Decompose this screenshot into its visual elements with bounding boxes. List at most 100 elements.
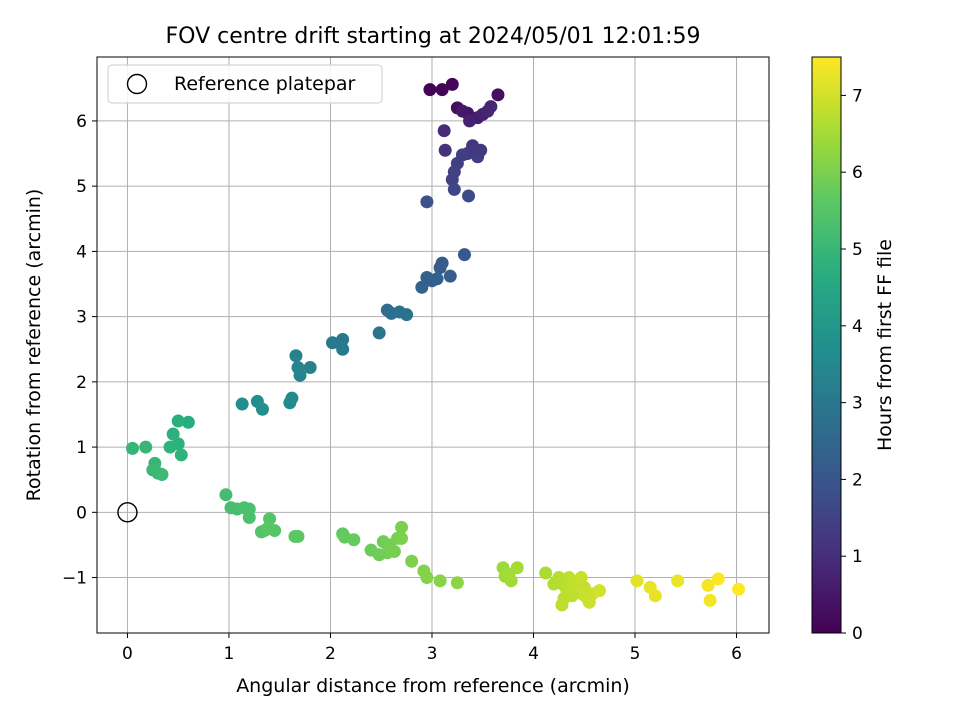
plot-area: 0 1 2 3 4 5 6 −1 0 1 2 3 4 5 6 bbox=[62, 56, 770, 664]
x-tick-label: 4 bbox=[528, 644, 539, 664]
data-point bbox=[420, 195, 434, 209]
y-axis-ticks: −1 0 1 2 3 4 5 6 bbox=[62, 112, 97, 589]
data-point bbox=[405, 554, 419, 568]
data-point bbox=[630, 574, 644, 588]
colorbar-tick-label: 7 bbox=[852, 86, 863, 106]
data-point bbox=[433, 261, 447, 275]
x-tick-label: 0 bbox=[122, 644, 133, 664]
data-point bbox=[435, 83, 449, 97]
data-point bbox=[171, 414, 185, 428]
data-point bbox=[484, 100, 498, 114]
data-point bbox=[703, 593, 717, 607]
data-point bbox=[445, 173, 459, 187]
data-point bbox=[420, 571, 434, 585]
data-point bbox=[235, 397, 249, 411]
data-point bbox=[255, 402, 269, 416]
y-tick-label: 1 bbox=[76, 438, 87, 458]
data-point bbox=[462, 189, 476, 203]
y-tick-label: 6 bbox=[76, 112, 87, 132]
data-point bbox=[430, 272, 444, 286]
x-tick-label: 5 bbox=[630, 644, 641, 664]
data-point bbox=[574, 571, 588, 585]
legend-open-circle-icon bbox=[126, 73, 148, 95]
x-tick-label: 1 bbox=[224, 644, 235, 664]
data-point bbox=[293, 368, 307, 382]
data-point bbox=[126, 441, 140, 455]
data-point bbox=[163, 440, 177, 454]
data-point bbox=[181, 415, 195, 429]
colorbar-tick-label: 2 bbox=[852, 470, 863, 490]
data-point bbox=[400, 308, 414, 322]
data-point bbox=[242, 511, 256, 525]
y-tick-label: 0 bbox=[76, 503, 87, 523]
data-point bbox=[474, 143, 488, 157]
y-tick-label: 4 bbox=[76, 242, 87, 262]
data-point bbox=[565, 589, 579, 603]
data-point bbox=[303, 361, 317, 375]
data-point bbox=[711, 572, 725, 586]
y-tick-label: 3 bbox=[76, 308, 87, 328]
data-point bbox=[283, 396, 297, 410]
x-tick-label: 6 bbox=[731, 644, 742, 664]
colorbar-label: Hours from first FF file bbox=[874, 239, 896, 451]
data-point bbox=[166, 427, 180, 441]
y-tick-label: 2 bbox=[76, 373, 87, 393]
plot-background bbox=[97, 57, 769, 633]
data-point bbox=[372, 326, 386, 340]
colorbar-tick-label: 1 bbox=[852, 547, 863, 567]
data-point bbox=[539, 566, 553, 580]
y-tick-label: 5 bbox=[76, 177, 87, 197]
y-tick-label: −1 bbox=[62, 569, 87, 589]
data-point bbox=[701, 578, 715, 592]
plot-frame bbox=[96, 56, 770, 634]
data-point bbox=[463, 114, 477, 128]
data-point bbox=[174, 448, 188, 462]
colorbar-frame bbox=[811, 56, 842, 634]
data-point bbox=[732, 582, 746, 596]
data-point bbox=[155, 467, 169, 481]
chart-title: FOV centre drift starting at 2024/05/01 … bbox=[166, 24, 701, 49]
colorbar-gradient bbox=[812, 57, 841, 633]
colorbar-ticks: 0 1 2 3 4 5 6 7 bbox=[841, 86, 863, 644]
data-point bbox=[447, 182, 461, 196]
data-point bbox=[491, 88, 505, 102]
x-tick-label: 3 bbox=[427, 644, 438, 664]
legend-label: Reference platepar bbox=[174, 73, 356, 95]
data-point bbox=[326, 336, 340, 350]
data-point bbox=[261, 522, 275, 536]
data-point bbox=[445, 77, 459, 91]
data-point bbox=[139, 440, 153, 454]
colorbar-tick-label: 0 bbox=[852, 624, 863, 644]
data-point bbox=[562, 571, 576, 585]
data-point bbox=[457, 248, 471, 262]
colorbar-tick-label: 3 bbox=[852, 394, 863, 414]
data-point bbox=[592, 584, 606, 598]
data-point bbox=[648, 589, 662, 603]
reference-marker bbox=[117, 502, 138, 523]
data-point bbox=[219, 488, 233, 502]
data-point bbox=[437, 124, 451, 138]
data-point bbox=[423, 83, 437, 97]
data-point bbox=[336, 342, 350, 356]
x-axis-ticks: 0 1 2 3 4 5 6 bbox=[122, 633, 742, 664]
colorbar-tick-label: 4 bbox=[852, 317, 863, 337]
data-point bbox=[289, 349, 303, 363]
data-point bbox=[347, 533, 361, 547]
colorbar: 0 1 2 3 4 5 6 7 Hours from first FF file bbox=[811, 56, 896, 644]
data-point bbox=[395, 531, 409, 545]
data-point bbox=[510, 561, 524, 575]
data-point bbox=[671, 574, 685, 588]
grid bbox=[97, 57, 769, 633]
data-point bbox=[438, 143, 452, 157]
colorbar-tick-label: 5 bbox=[852, 240, 863, 260]
data-point bbox=[455, 104, 469, 118]
data-points bbox=[126, 77, 746, 612]
data-point bbox=[415, 280, 429, 294]
colorbar-tick-label: 6 bbox=[852, 163, 863, 183]
legend: Reference platepar bbox=[107, 64, 383, 104]
data-point bbox=[443, 269, 457, 283]
legend-box bbox=[107, 64, 383, 104]
data-point bbox=[420, 270, 434, 284]
data-point bbox=[395, 520, 409, 534]
